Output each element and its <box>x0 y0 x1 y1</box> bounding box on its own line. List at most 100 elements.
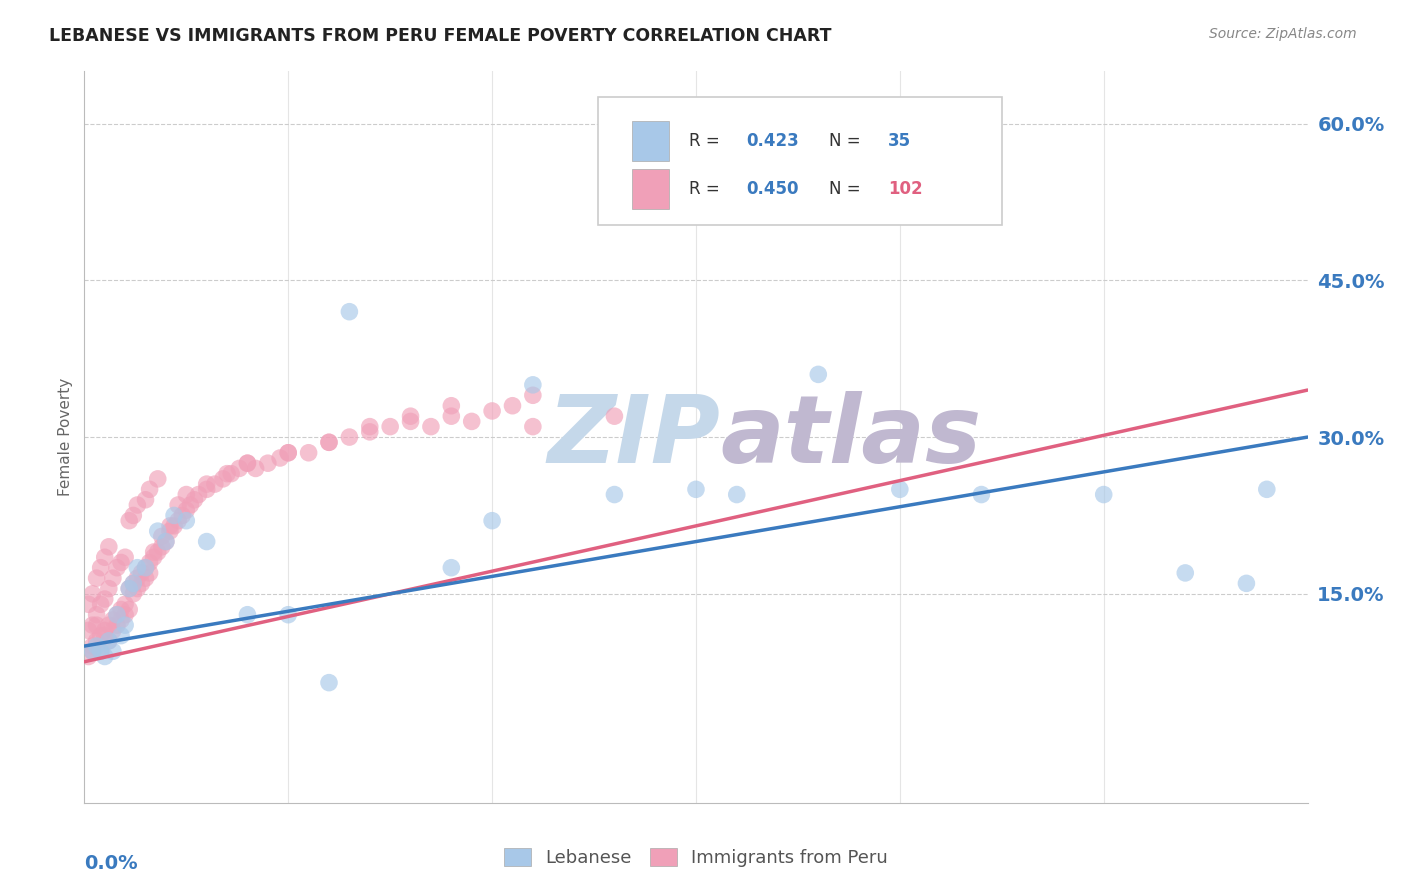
Point <box>82 644 104 658</box>
Point <box>127 560 149 574</box>
Point <box>318 435 340 450</box>
Point <box>204 477 226 491</box>
Point <box>86 618 108 632</box>
Point <box>90 644 112 658</box>
Text: 0.0%: 0.0% <box>84 854 138 873</box>
Point <box>277 607 299 622</box>
Point <box>1092 487 1115 501</box>
Point <box>114 597 136 611</box>
Point <box>167 498 190 512</box>
Point <box>82 644 104 658</box>
Point <box>318 435 340 450</box>
Point <box>212 472 235 486</box>
Point <box>298 446 321 460</box>
Point <box>90 644 112 658</box>
FancyBboxPatch shape <box>598 97 1002 225</box>
Point <box>603 409 626 424</box>
Point <box>420 419 443 434</box>
Point <box>440 409 463 424</box>
Point <box>135 560 157 574</box>
Point <box>110 613 132 627</box>
Point <box>93 592 115 607</box>
Point <box>146 545 169 559</box>
Point <box>359 425 381 439</box>
Point <box>97 582 120 596</box>
Point <box>522 388 544 402</box>
Point <box>114 618 136 632</box>
Point <box>195 477 218 491</box>
Point <box>142 545 165 559</box>
Point <box>179 498 201 512</box>
Point <box>889 483 911 497</box>
Point <box>138 483 160 497</box>
Y-axis label: Female Poverty: Female Poverty <box>58 378 73 496</box>
Point <box>236 456 259 470</box>
Point <box>725 487 748 501</box>
Point <box>522 377 544 392</box>
Point <box>101 613 124 627</box>
Point <box>97 633 120 648</box>
Point <box>1236 576 1258 591</box>
Point <box>461 414 484 428</box>
Point <box>277 446 299 460</box>
Point <box>172 508 194 523</box>
Point <box>339 304 361 318</box>
Point <box>685 483 707 497</box>
Point <box>90 597 112 611</box>
Point <box>93 629 115 643</box>
Text: LEBANESE VS IMMIGRANTS FROM PERU FEMALE POVERTY CORRELATION CHART: LEBANESE VS IMMIGRANTS FROM PERU FEMALE … <box>49 27 832 45</box>
Point <box>318 675 340 690</box>
Point <box>399 409 422 424</box>
Point <box>135 560 157 574</box>
Point <box>105 607 128 622</box>
Point <box>236 607 259 622</box>
Text: 102: 102 <box>889 180 922 198</box>
Point <box>440 399 463 413</box>
Point <box>187 487 209 501</box>
Point <box>1174 566 1197 580</box>
Text: 0.450: 0.450 <box>747 180 799 198</box>
Point <box>82 639 104 653</box>
Text: ZIP: ZIP <box>547 391 720 483</box>
Point <box>603 487 626 501</box>
Point <box>127 498 149 512</box>
Point <box>101 624 124 638</box>
Point <box>150 540 173 554</box>
Point <box>277 446 299 460</box>
Point <box>502 399 524 413</box>
Point <box>131 566 153 580</box>
Point <box>522 419 544 434</box>
Point <box>101 571 124 585</box>
Text: 35: 35 <box>889 132 911 150</box>
Point <box>127 582 149 596</box>
Text: N =: N = <box>830 180 866 198</box>
Point <box>90 560 112 574</box>
Point <box>159 524 181 538</box>
Point <box>82 587 104 601</box>
Point <box>245 461 267 475</box>
Point <box>131 576 153 591</box>
Point <box>174 503 197 517</box>
Point <box>122 587 145 601</box>
Point <box>118 514 141 528</box>
Point <box>82 618 104 632</box>
Point <box>105 618 128 632</box>
Point <box>236 456 259 470</box>
Point <box>114 550 136 565</box>
Legend: Lebanese, Immigrants from Peru: Lebanese, Immigrants from Peru <box>496 840 896 874</box>
Point <box>174 487 197 501</box>
Point <box>807 368 830 382</box>
Point <box>269 450 291 465</box>
Point <box>146 524 169 538</box>
Point <box>155 534 177 549</box>
Point <box>105 607 128 622</box>
Point <box>339 430 361 444</box>
Point <box>163 519 186 533</box>
Point <box>167 514 190 528</box>
Point <box>110 602 132 616</box>
Point <box>228 461 250 475</box>
Point <box>77 649 100 664</box>
Point <box>93 550 115 565</box>
Point <box>174 514 197 528</box>
Point <box>183 492 205 507</box>
